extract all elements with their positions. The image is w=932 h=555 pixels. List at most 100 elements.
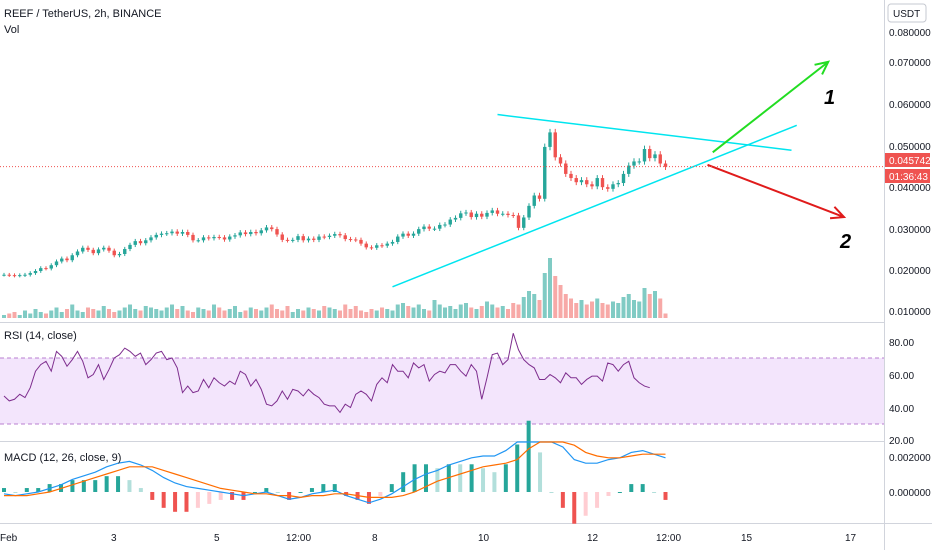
- volume-bar: [416, 304, 421, 318]
- rsi-group: [3, 333, 650, 414]
- volume-bar: [485, 301, 489, 318]
- last-price-value: 0.045742: [889, 156, 931, 167]
- candle-body: [532, 195, 536, 206]
- volume-bar: [154, 309, 159, 318]
- volume-bar: [233, 306, 237, 318]
- trendline: [392, 124, 798, 288]
- candle-body: [406, 233, 410, 236]
- volume-bar: [359, 310, 363, 318]
- volume-bar: [474, 309, 479, 318]
- volume-bar: [49, 310, 54, 318]
- volume-bar: [385, 309, 390, 318]
- volume-bar: [574, 303, 579, 318]
- volume-bar: [443, 307, 447, 318]
- candle-body: [275, 229, 279, 235]
- candle-body: [348, 239, 353, 241]
- volume-bar: [338, 310, 342, 318]
- volume-bar: [306, 307, 311, 318]
- candles[interactable]: [2, 128, 668, 278]
- scenario-1-label: 1: [824, 87, 835, 109]
- candle-body: [632, 161, 636, 166]
- macd-histogram-bar: [515, 444, 520, 492]
- volume-bar: [506, 309, 510, 318]
- macd-histogram-bar: [138, 488, 143, 492]
- candle-body: [49, 265, 53, 269]
- candle-body: [154, 234, 158, 238]
- candle-body: [280, 234, 284, 240]
- volume-bar: [658, 298, 663, 318]
- candle-body: [312, 238, 316, 240]
- volume-bar: [432, 300, 437, 318]
- volume-bar: [364, 312, 369, 318]
- drawings[interactable]: [392, 60, 847, 288]
- candle-body: [390, 241, 395, 244]
- volume-bar: [469, 307, 474, 318]
- price-axis[interactable]: 0.080000 0.070000 0.060000 0.050000 0.04…: [889, 28, 931, 318]
- candle-body: [133, 241, 137, 245]
- macd-histogram-bar: [389, 484, 394, 492]
- rsi-axis[interactable]: 80.00 60.00 40.00 20.00: [889, 338, 914, 447]
- time-tick: 17: [845, 533, 857, 544]
- candle-body: [658, 154, 662, 164]
- macd-histogram-bar: [538, 452, 543, 492]
- volume-bar: [595, 298, 600, 318]
- volume-bar: [296, 309, 300, 318]
- volume-bar: [611, 301, 615, 318]
- volume-bar: [395, 304, 400, 318]
- volume-bar: [149, 307, 153, 318]
- macd-axis[interactable]: 0.002000 0.000000: [889, 453, 931, 499]
- volume-bar: [7, 313, 12, 318]
- price-tick: 0.010000: [889, 307, 931, 318]
- candle-body: [264, 227, 269, 231]
- volume-bar: [311, 309, 316, 318]
- volume-bar: [563, 294, 568, 318]
- arrow-down-head: [829, 206, 847, 220]
- candle-body: [102, 247, 106, 250]
- time-axis[interactable]: Feb 3 5 12:00 8 10 12 12:00 15 17: [0, 533, 857, 544]
- candle-body: [39, 268, 43, 272]
- candle-body: [637, 161, 641, 163]
- candle-body: [23, 274, 27, 276]
- volume-bar: [254, 309, 258, 318]
- volume-bar: [23, 310, 27, 318]
- candle-body: [285, 239, 290, 241]
- price-tick: 0.040000: [889, 183, 931, 194]
- volume-bar: [96, 310, 101, 318]
- rsi-tick: 60.00: [889, 371, 914, 382]
- candle-body: [33, 271, 38, 274]
- volume-bar: [206, 310, 211, 318]
- volume-bar: [521, 297, 526, 318]
- volume-bar: [369, 309, 374, 318]
- volume-bar: [143, 306, 148, 318]
- signal-line: [4, 441, 666, 499]
- price-tick: 0.020000: [889, 266, 931, 277]
- macd-histogram-bar: [252, 492, 257, 493]
- candle-body: [186, 232, 190, 235]
- macd-histogram-bar: [549, 492, 554, 493]
- volume-bar: [185, 310, 190, 318]
- candle-body: [427, 226, 431, 229]
- currency-badge[interactable]: [887, 3, 927, 23]
- candle-body: [2, 274, 6, 276]
- macd-histogram-bar: [309, 488, 314, 492]
- price-tick: 0.080000: [889, 28, 931, 39]
- volume-bar: [569, 298, 573, 318]
- time-tick: 12: [587, 533, 599, 544]
- volume-bar: [600, 303, 605, 318]
- candle-body: [170, 231, 174, 234]
- macd-histogram-bar: [116, 476, 121, 492]
- volume-bar: [406, 306, 411, 318]
- volume-bar: [642, 288, 647, 318]
- volume-bar: [590, 301, 594, 318]
- macd-histogram-bar: [218, 492, 223, 500]
- macd-histogram-bar: [230, 492, 235, 500]
- macd-histogram-bar: [70, 480, 75, 492]
- volume-bar: [238, 312, 243, 318]
- candle-body: [380, 245, 384, 247]
- candle-body: [270, 227, 274, 230]
- volume-bar: [112, 312, 117, 318]
- rsi-line: [3, 333, 650, 414]
- time-tick: 8: [372, 533, 378, 544]
